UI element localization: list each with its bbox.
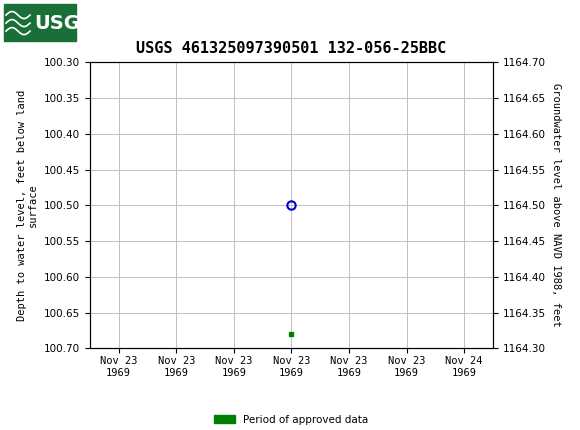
Title: USGS 461325097390501 132-056-25BBC: USGS 461325097390501 132-056-25BBC	[136, 40, 447, 55]
Legend: Period of approved data: Period of approved data	[210, 411, 373, 429]
Text: USGS: USGS	[34, 14, 94, 33]
Bar	[4, 4, 76, 41]
Y-axis label: Depth to water level, feet below land
surface: Depth to water level, feet below land su…	[17, 90, 38, 321]
Bar	[4, 4, 76, 41]
Y-axis label: Groundwater level above NAVD 1988, feet: Groundwater level above NAVD 1988, feet	[552, 83, 561, 327]
